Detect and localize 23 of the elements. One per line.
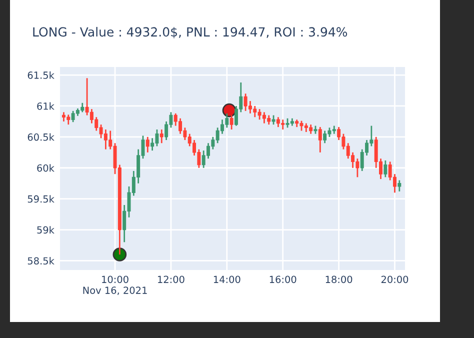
candlestick <box>146 136 150 154</box>
x-tick-label: 16:00 <box>270 276 296 284</box>
x-tick-label: 14:00 <box>214 276 240 284</box>
y-tick-label: 61k <box>37 102 54 110</box>
x-tick-label: 20:00 <box>381 276 408 284</box>
candlestick <box>230 114 234 130</box>
chart-title: LONG - Value : 4932.0$, PNL : 194.47, ROI : 3.94% <box>33 26 348 38</box>
y-tick-label: 59.5k <box>28 195 54 203</box>
candlestick <box>398 180 402 192</box>
y-tick-label: 58.5k <box>28 257 54 265</box>
candlestick <box>160 128 164 144</box>
y-tick-label: 60.5k <box>28 133 54 141</box>
y-tick-label: 60k <box>37 164 54 172</box>
candlestick <box>323 130 327 144</box>
y-tick-label: 59k <box>37 226 54 234</box>
x-tick-label: 12:00 <box>158 276 184 284</box>
candlestick <box>384 160 388 178</box>
x-tick-label: 10:00 Nov 16, 2021 <box>83 276 147 295</box>
x-tick-label: 18:00 <box>326 276 352 284</box>
candlestick <box>318 126 322 154</box>
candlestick <box>272 114 276 126</box>
candlestick <box>150 137 154 152</box>
y-tick-label: 61.5k <box>28 71 54 79</box>
